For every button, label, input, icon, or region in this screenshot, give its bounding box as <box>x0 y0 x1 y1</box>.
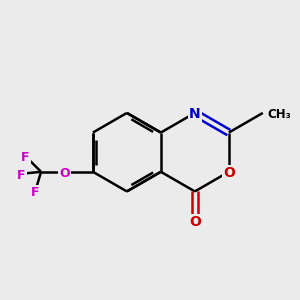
Text: O: O <box>223 166 235 180</box>
Text: N: N <box>189 107 201 122</box>
Text: O: O <box>59 167 70 180</box>
Text: F: F <box>31 186 39 200</box>
Text: F: F <box>21 151 30 164</box>
Text: O: O <box>189 215 201 230</box>
Text: CH₃: CH₃ <box>267 108 291 121</box>
Text: F: F <box>17 169 26 182</box>
